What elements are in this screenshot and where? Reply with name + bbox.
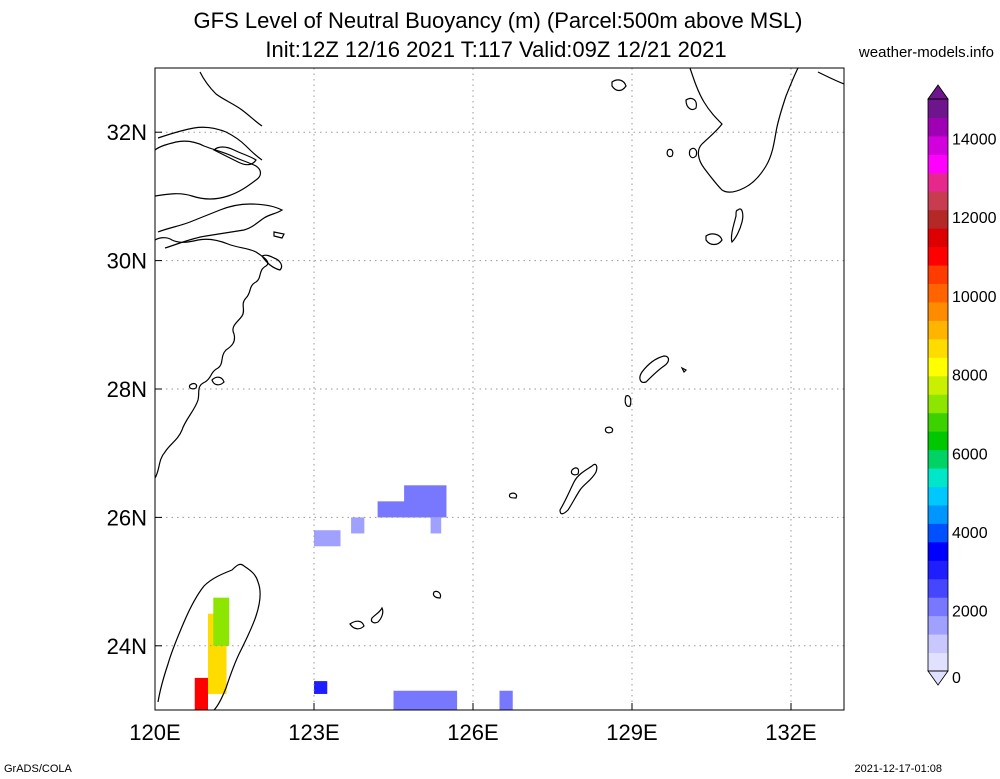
- colorbar-segment: [928, 486, 948, 506]
- lat-tick-label: 24N: [107, 634, 147, 659]
- colorbar-segment: [928, 504, 948, 524]
- colorbar-segment: [928, 375, 948, 395]
- colorbar-segment: [928, 228, 948, 248]
- lat-tick-label: 26N: [107, 505, 147, 530]
- colorbar-label: 6000: [952, 446, 988, 463]
- generated-timestamp: 2021-12-17-01:08: [854, 763, 942, 775]
- colorbar-segment: [928, 615, 948, 635]
- plot-frame: [154, 67, 845, 711]
- colorbar-label: 0: [952, 670, 961, 687]
- axes: 120E 123E 126E 129E 132E 24N 26N 28N 30N 32N: [107, 120, 817, 745]
- colorbar-segment: [928, 468, 948, 487]
- field-cell: [213, 597, 230, 646]
- kyushu-coastline: [689, 68, 799, 193]
- lon-tick-label: 126E: [447, 720, 498, 745]
- colorbar-segment: [928, 191, 948, 211]
- chart-title: GFS Level of Neutral Buoyancy (m) (Parce…: [193, 8, 803, 33]
- colorbar-segment: [928, 283, 948, 303]
- field-cell: [314, 681, 328, 694]
- colorbar-segment: [928, 135, 948, 155]
- colorbar-label: 10000: [952, 289, 997, 306]
- okinawa-coastline: [559, 463, 598, 515]
- lat-tick-label: 30N: [107, 249, 147, 274]
- field-cell: [351, 517, 365, 534]
- field-cell: [393, 690, 458, 710]
- lat-tick-label: 32N: [107, 120, 147, 145]
- colorbar-label: 2000: [952, 604, 988, 621]
- colorbar-label: 8000: [952, 368, 988, 385]
- colorbar-segment: [928, 172, 948, 192]
- colorbar-segment: [928, 560, 948, 580]
- colorbar-segment: [928, 301, 948, 321]
- grid-lines: [154, 68, 844, 710]
- colorbar-segment: [928, 652, 948, 672]
- lon-tick-label: 123E: [288, 720, 339, 745]
- colorbar-segment: [928, 394, 948, 414]
- colorbar-segment: [928, 578, 948, 598]
- colorbar-segment: [928, 117, 948, 137]
- colorbar-segment: [928, 246, 948, 266]
- colorbar-label: 4000: [952, 525, 988, 542]
- field-cell: [194, 677, 208, 710]
- coastlines: [155, 68, 844, 710]
- china-coastline: [155, 237, 269, 479]
- lon-tick-label: 120E: [129, 720, 180, 745]
- software-credit: GrADS/COLA: [4, 763, 72, 775]
- colorbar-segment: [928, 541, 948, 561]
- field-cell: [377, 501, 431, 518]
- colorbar-segment: [928, 597, 948, 617]
- field-cell: [430, 517, 442, 534]
- field-cell: [499, 690, 513, 710]
- colorbar-min-arrow: [927, 670, 949, 686]
- colorbar-max-arrow: [927, 84, 949, 100]
- colorbar-segment: [928, 634, 948, 654]
- colorbar-segment: [928, 338, 948, 358]
- colorbar-segment: [928, 357, 948, 377]
- lon-tick-label: 132E: [765, 720, 816, 745]
- lat-tick-label: 28N: [107, 377, 147, 402]
- chart-subtitle: Init:12Z 12/16 2021 T:117 Valid:09Z 12/2…: [265, 37, 727, 62]
- lon-tick-label: 129E: [606, 720, 657, 745]
- buoyancy-field: [194, 485, 513, 710]
- taiwan-coastline: [157, 563, 261, 710]
- colorbar-segment: [928, 99, 948, 118]
- site-credit: weather-models.info: [858, 44, 994, 61]
- colorbar-segment: [928, 412, 948, 432]
- colorbar-segment: [928, 431, 948, 451]
- colorbar-label: 12000: [952, 210, 997, 227]
- colorbar-frame: [927, 98, 949, 672]
- colorbar-segment: [928, 449, 948, 469]
- colorbar: 0 2000 4000 6000 8000 10000 12000 14000: [927, 84, 997, 687]
- field-cell: [314, 530, 341, 547]
- colorbar-segment: [928, 265, 948, 285]
- colorbar-label: 14000: [952, 131, 997, 148]
- colorbar-segment: [928, 154, 948, 174]
- colorbar-segment: [928, 523, 948, 543]
- colorbar-segment: [928, 209, 948, 229]
- colorbar-segment: [928, 320, 948, 340]
